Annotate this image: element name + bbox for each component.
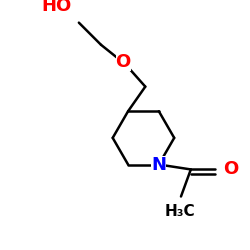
Text: O: O — [223, 160, 238, 178]
Text: N: N — [151, 156, 166, 174]
Text: O: O — [116, 53, 131, 71]
Text: H₃C: H₃C — [164, 204, 195, 219]
Text: HO: HO — [41, 0, 72, 15]
